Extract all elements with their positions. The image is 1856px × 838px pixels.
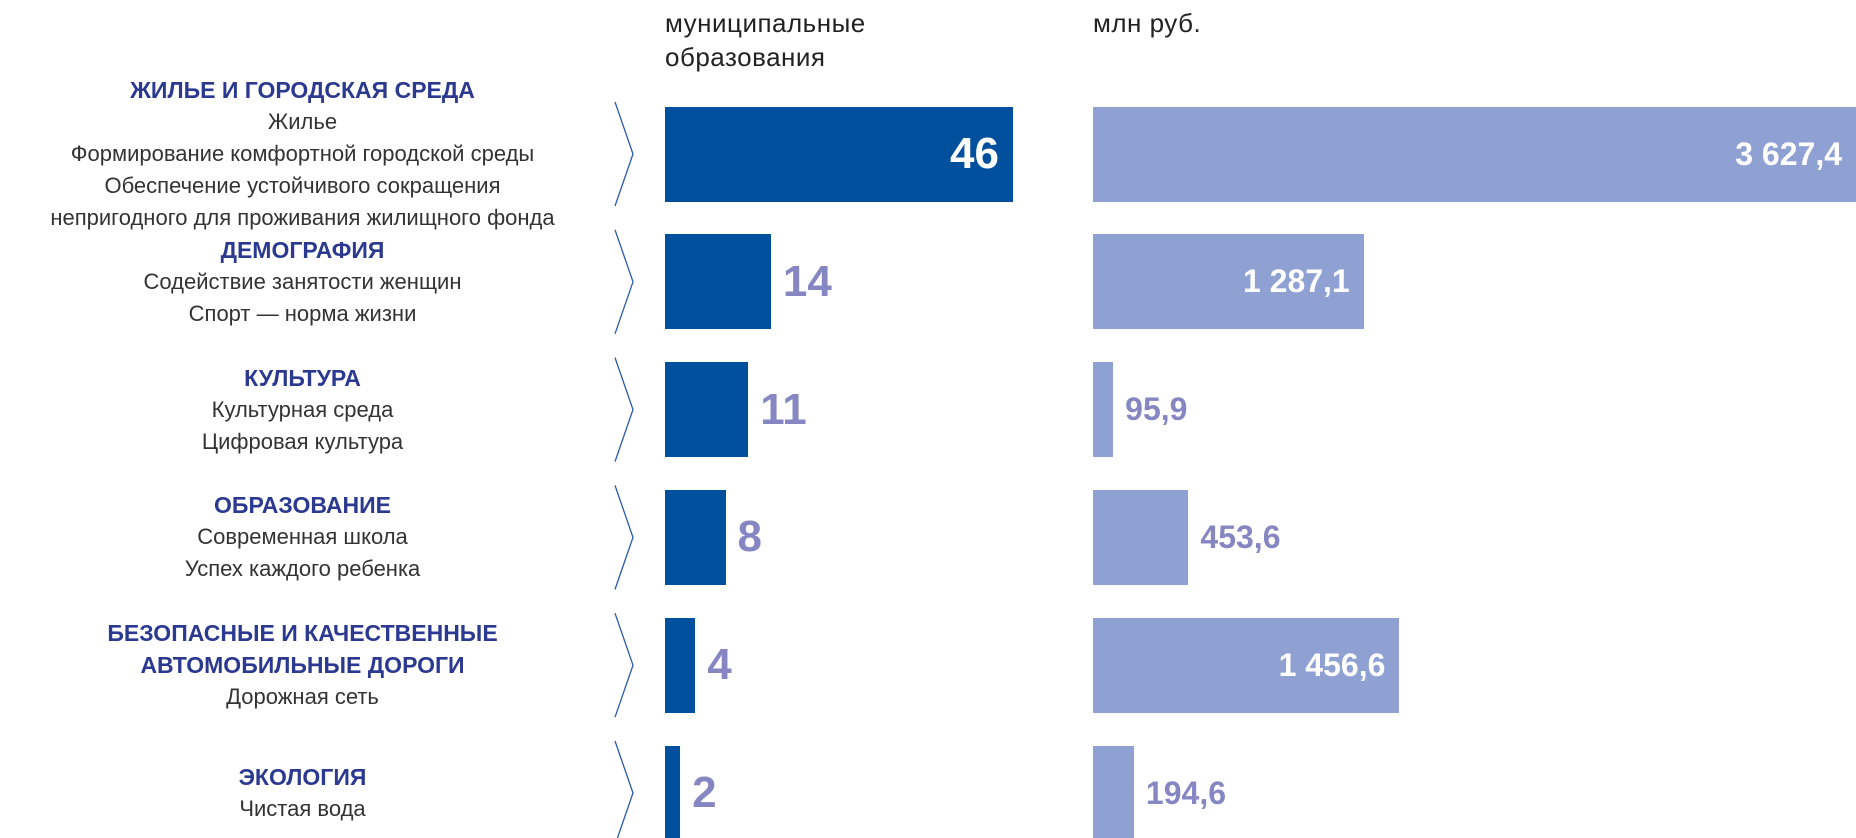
bar — [665, 617, 696, 713]
category-item: Содействие занятости женщин — [143, 268, 462, 294]
chevron — [614, 612, 634, 718]
category-item: непригодного для проживания жилищного фо… — [50, 205, 555, 230]
category: ЖИЛЬЕ И ГОРОДСКАЯ СРЕДА Жилье Формирование… — [0, 77, 605, 230]
chevron — [614, 740, 634, 838]
category-item: Чистая вода — [239, 795, 366, 821]
data-label: 46 — [950, 129, 999, 178]
bar — [1093, 106, 1856, 202]
category: КУЛЬТУРА Культурная среда Цифровая культур… — [0, 346, 605, 474]
bar — [1093, 489, 1189, 585]
bar — [1093, 362, 1114, 458]
data-label: 1 456,6 — [1278, 646, 1386, 683]
data-label: 95,9 — [1125, 391, 1188, 428]
series-header: муниципальные образования — [665, 8, 866, 72]
category-title: АВТОМОБИЛЬНЫЕ ДОРОГИ — [140, 652, 465, 679]
category-title: ДЕМОГРАФИЯ — [220, 236, 385, 263]
category-item: Спорт — норма жизни — [188, 300, 417, 326]
data-label: 11 — [760, 384, 807, 434]
data-label: 1 287,1 — [1242, 263, 1350, 300]
category-item: Успех каждого ребенка — [184, 556, 421, 582]
bar — [665, 745, 681, 838]
data-label: 4 — [707, 640, 732, 690]
bar — [665, 234, 771, 330]
chevron — [614, 229, 634, 335]
category-title: БЕЗОПАСНЫЕ И КАЧЕСТВЕННЫЕ — [107, 620, 498, 647]
bar — [665, 106, 1013, 202]
data-label: 3 627,4 — [1735, 135, 1842, 172]
bar — [1093, 617, 1400, 713]
category-title: ОБРАЗОВАНИЕ — [214, 492, 391, 519]
series-header: млн руб. — [1093, 8, 1202, 38]
data-label: 2 — [692, 768, 717, 817]
data-label: 8 — [737, 512, 762, 562]
category: ОБРАЗОВАНИЕ Современная школа Успех каждог… — [0, 474, 605, 602]
bar — [665, 489, 726, 585]
data-label: 194,6 — [1145, 774, 1226, 811]
category-title: ЖИЛЬЕ И ГОРОДСКАЯ СРЕДА — [130, 77, 475, 103]
category: БЕЗОПАСНЫЕ И КАЧЕСТВЕННЫЕ АВТОМОБИЛЬНЫЕ Д… — [0, 601, 605, 729]
chevron — [614, 101, 634, 207]
chevron — [614, 485, 634, 590]
data-label: 453,6 — [1200, 518, 1281, 555]
data-label: 14 — [782, 256, 832, 306]
bar — [1093, 234, 1364, 330]
category: ЭКОЛОГИЯ Чистая вода — [0, 729, 605, 838]
bar — [665, 362, 749, 458]
category-item: Культурная среда — [211, 396, 394, 422]
category: ДЕМОГРАФИЯ Содействие занятости женщин Спо… — [0, 218, 605, 346]
category-item: Обеспечение устойчивого сокращения — [104, 173, 501, 198]
category-item: Дорожная сеть — [226, 684, 379, 710]
category-item: Современная школа — [197, 524, 408, 550]
category-item: Цифровая культура — [201, 428, 404, 454]
category-item: Формирование комфортной городской среды — [70, 141, 535, 166]
category-title: КУЛЬТУРА — [244, 364, 361, 391]
category-item: Жилье — [267, 109, 338, 134]
chevron — [614, 357, 634, 462]
category-title: ЭКОЛОГИЯ — [238, 763, 367, 790]
bar — [1093, 745, 1134, 838]
